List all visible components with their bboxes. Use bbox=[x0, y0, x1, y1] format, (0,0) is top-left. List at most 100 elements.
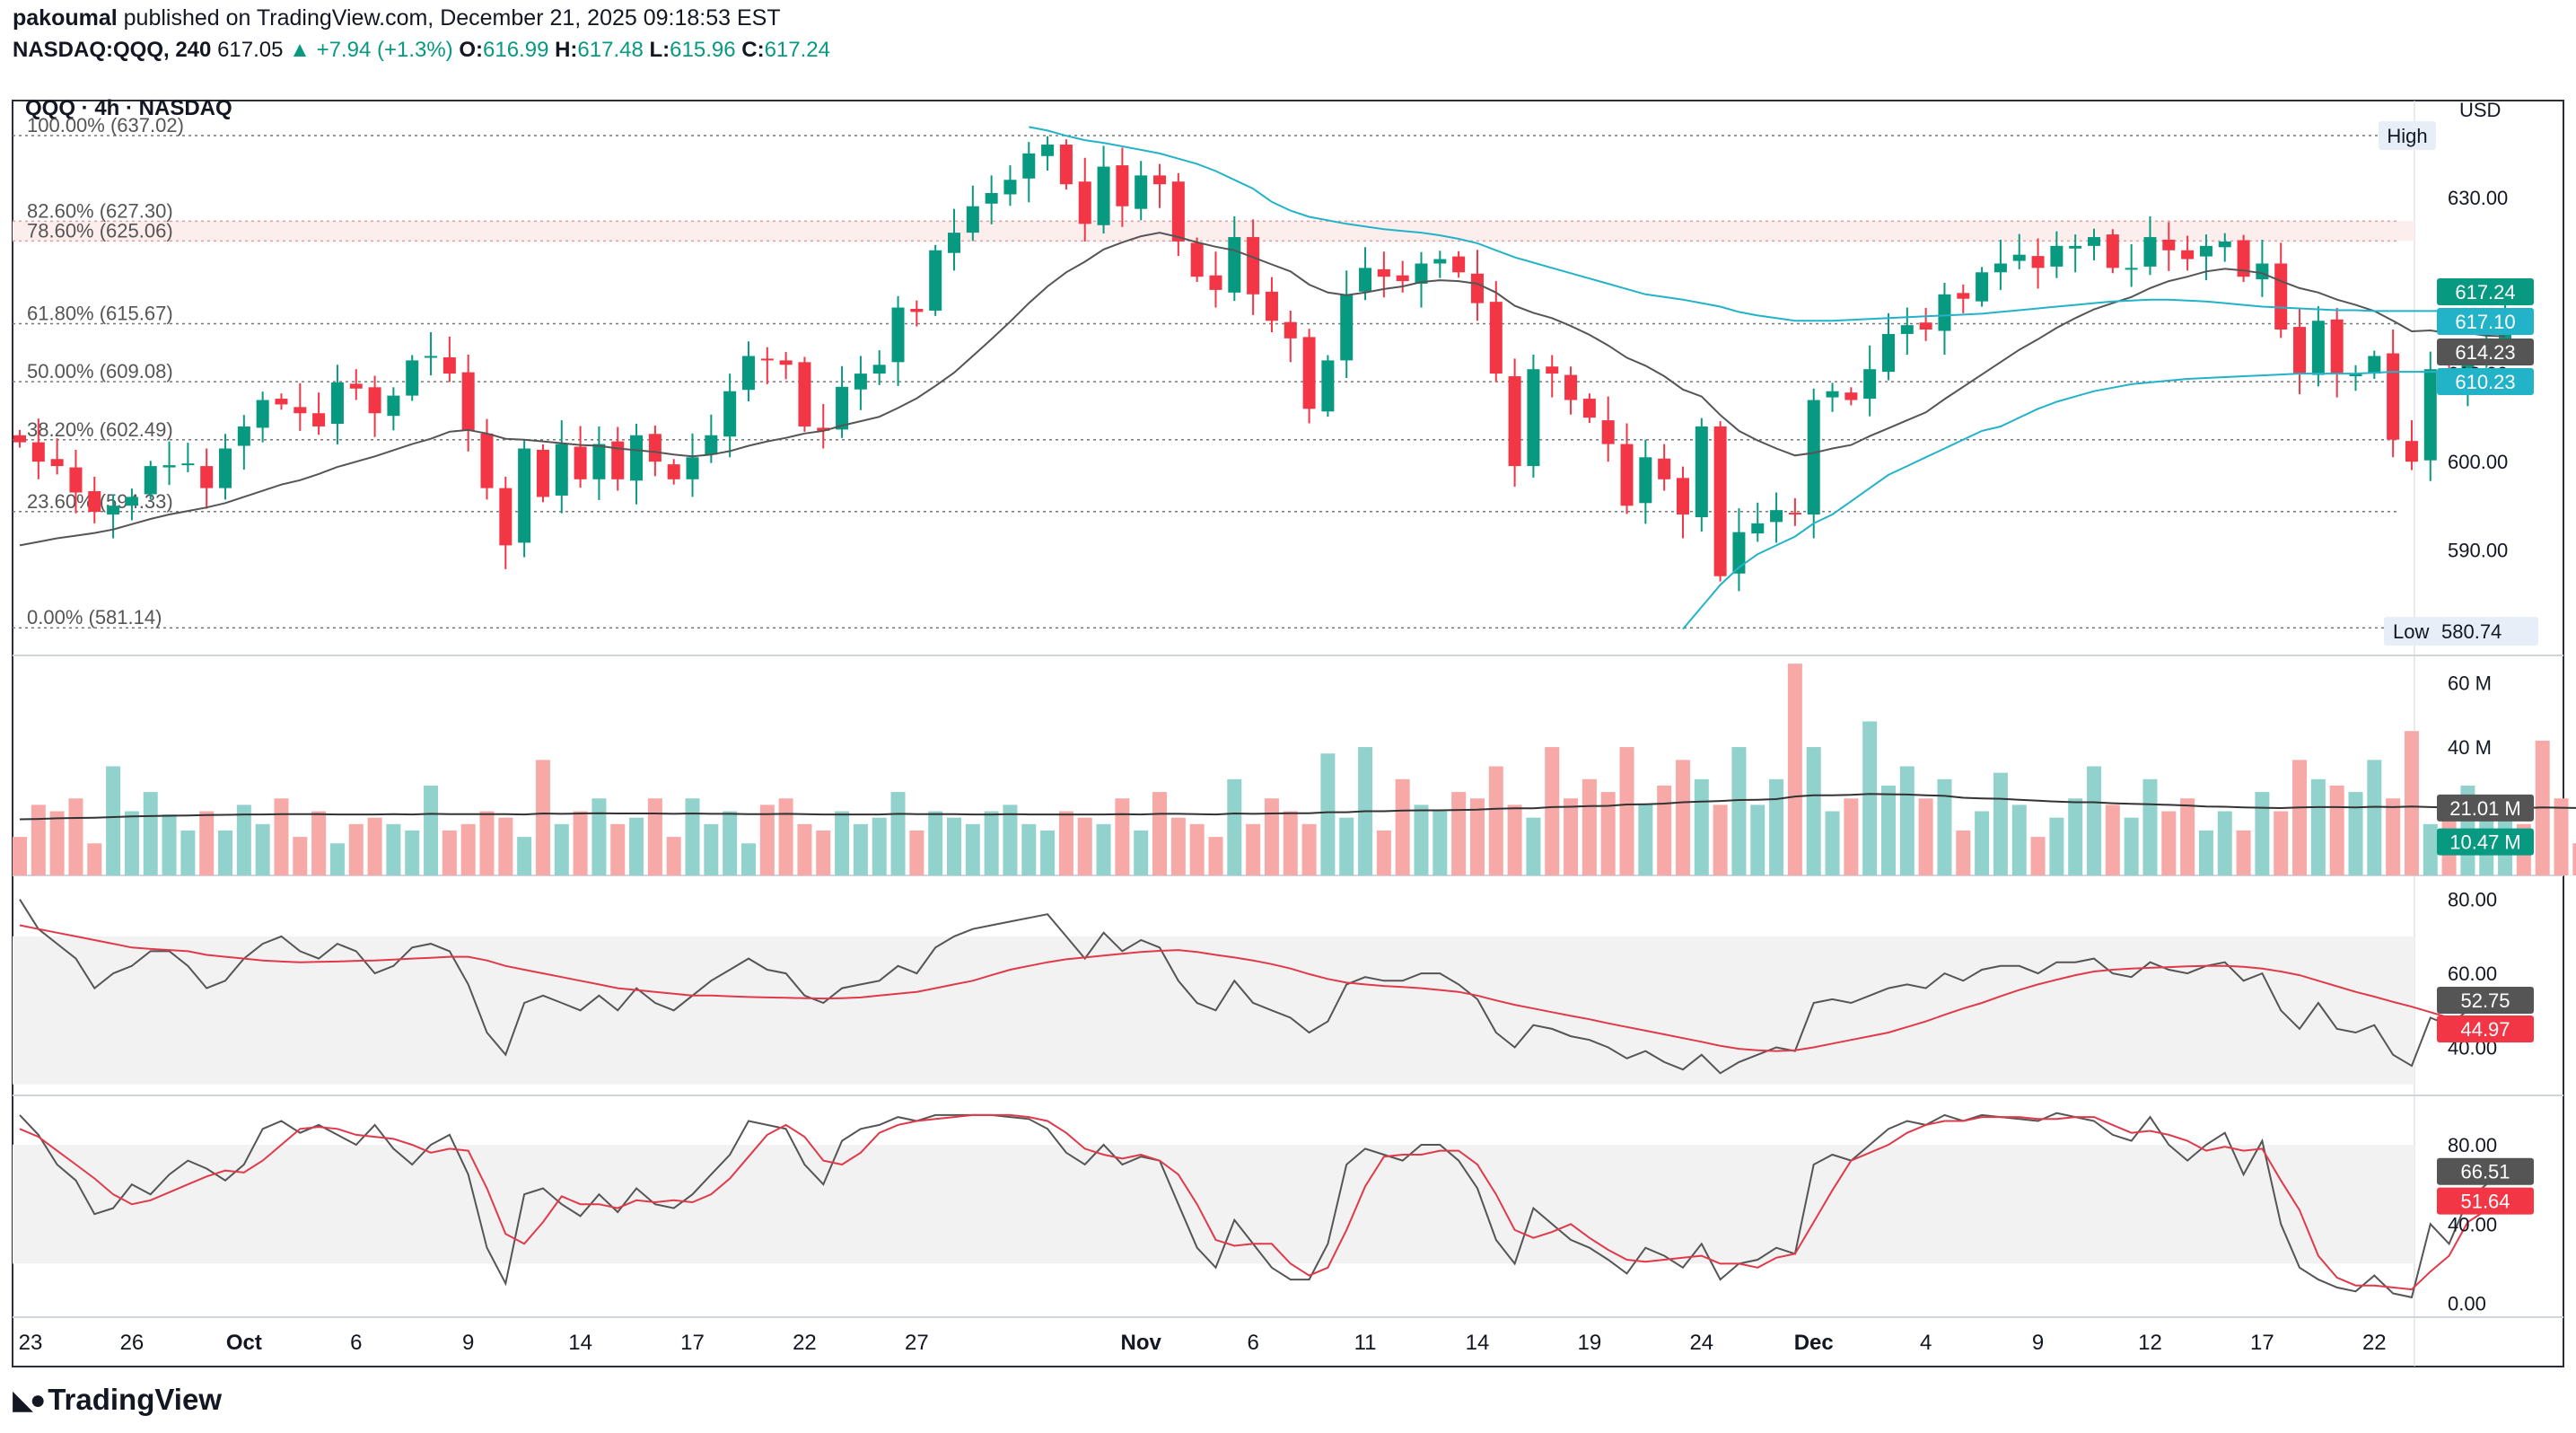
volume-bar[interactable] bbox=[573, 811, 588, 875]
candle-body[interactable] bbox=[611, 441, 625, 479]
candle-body[interactable] bbox=[425, 356, 438, 358]
volume-bar[interactable] bbox=[1003, 804, 1018, 875]
volume-bar[interactable] bbox=[1152, 792, 1168, 875]
candle-body[interactable] bbox=[125, 497, 138, 506]
candle-body[interactable] bbox=[330, 382, 344, 425]
volume-bar[interactable] bbox=[629, 817, 644, 875]
volume-bar[interactable] bbox=[1825, 811, 1840, 875]
candle-body[interactable] bbox=[1713, 426, 1727, 576]
volume-bar[interactable] bbox=[2367, 760, 2382, 875]
candle-body[interactable] bbox=[1265, 291, 1278, 321]
volume-bar[interactable] bbox=[1376, 830, 1391, 875]
candle-body[interactable] bbox=[741, 356, 755, 391]
volume-bar[interactable] bbox=[255, 823, 270, 875]
candle-body[interactable] bbox=[910, 308, 924, 312]
volume-bar[interactable] bbox=[1227, 778, 1242, 875]
volume-bar[interactable] bbox=[2180, 798, 2195, 875]
volume-bar[interactable] bbox=[1619, 747, 1634, 875]
candle-body[interactable] bbox=[2050, 245, 2063, 267]
candle-body[interactable] bbox=[1302, 337, 1316, 409]
volume-bar[interactable] bbox=[2386, 798, 2401, 875]
candle-body[interactable] bbox=[948, 233, 960, 253]
candle-body[interactable] bbox=[200, 466, 214, 488]
volume-bar[interactable] bbox=[498, 817, 513, 875]
candle-body[interactable] bbox=[1582, 399, 1596, 418]
candle-body[interactable] bbox=[817, 427, 830, 431]
volume-bar[interactable] bbox=[1507, 804, 1522, 875]
volume-bar[interactable] bbox=[1787, 664, 1802, 875]
volume-bar[interactable] bbox=[1862, 721, 1878, 875]
candle-body[interactable] bbox=[2088, 237, 2101, 246]
volume-bar[interactable] bbox=[2124, 817, 2139, 875]
volume-bar[interactable] bbox=[535, 760, 550, 875]
volume-bar[interactable] bbox=[1899, 766, 1914, 876]
candle-body[interactable] bbox=[1844, 392, 1858, 400]
candle-body[interactable] bbox=[1751, 523, 1765, 534]
volume-bar[interactable] bbox=[124, 811, 139, 875]
candle-body[interactable] bbox=[1097, 166, 1110, 225]
candle-body[interactable] bbox=[88, 491, 101, 513]
volume-bar[interactable] bbox=[2161, 811, 2177, 875]
volume-bar[interactable] bbox=[610, 823, 626, 875]
candle-body[interactable] bbox=[1564, 374, 1578, 400]
volume-bar[interactable] bbox=[1189, 823, 1205, 875]
volume-bar[interactable] bbox=[2049, 817, 2064, 875]
candle-body[interactable] bbox=[69, 467, 83, 493]
volume-bar[interactable] bbox=[1077, 817, 1092, 875]
volume-bar[interactable] bbox=[1806, 747, 1821, 875]
volume-bar[interactable] bbox=[778, 798, 793, 875]
volume-bar[interactable] bbox=[1096, 823, 1111, 875]
volume-bar[interactable] bbox=[1881, 785, 1896, 875]
volume-bar[interactable] bbox=[1320, 753, 1336, 875]
volume-bar[interactable] bbox=[293, 837, 308, 875]
volume-bar[interactable] bbox=[1058, 811, 1073, 875]
candle-body[interactable] bbox=[2218, 241, 2231, 248]
stochastic-pane[interactable] bbox=[13, 1112, 2506, 1299]
volume-bar[interactable] bbox=[2217, 811, 2232, 875]
candle-body[interactable] bbox=[1284, 321, 1297, 338]
candle-body[interactable] bbox=[181, 463, 195, 466]
volume-bar[interactable] bbox=[2087, 766, 2102, 876]
candle-body[interactable] bbox=[574, 446, 587, 479]
candle-body[interactable] bbox=[2293, 327, 2307, 374]
volume-bar[interactable] bbox=[87, 843, 102, 875]
volume-bar[interactable] bbox=[2329, 785, 2344, 875]
volume-bar[interactable] bbox=[1433, 811, 1448, 875]
candle-body[interactable] bbox=[2387, 353, 2400, 440]
candle-body[interactable] bbox=[872, 365, 886, 374]
candle-body[interactable] bbox=[162, 465, 176, 468]
candle-body[interactable] bbox=[667, 464, 680, 479]
volume-bar[interactable] bbox=[2348, 792, 2363, 875]
volume-bar[interactable] bbox=[740, 843, 756, 875]
volume-bar[interactable] bbox=[591, 798, 607, 875]
candle-body[interactable] bbox=[1116, 165, 1129, 207]
candle-body[interactable] bbox=[1826, 391, 1839, 398]
volume-bar[interactable] bbox=[947, 817, 961, 875]
volume-bar[interactable] bbox=[2198, 830, 2213, 875]
volume-bar[interactable] bbox=[1451, 792, 1467, 875]
rsi-pane[interactable] bbox=[13, 899, 2525, 1085]
candle-body[interactable] bbox=[1041, 145, 1055, 156]
candle-body[interactable] bbox=[705, 435, 718, 455]
candle-body[interactable] bbox=[836, 386, 849, 430]
candle-body[interactable] bbox=[1396, 275, 1409, 282]
volume-bar[interactable] bbox=[386, 823, 401, 875]
volume-bar[interactable] bbox=[274, 798, 289, 875]
candle-body[interactable] bbox=[798, 362, 811, 426]
candle-body[interactable] bbox=[1433, 259, 1447, 264]
volume-bar[interactable] bbox=[1975, 811, 1990, 875]
volume-bar[interactable] bbox=[2255, 792, 2270, 875]
candle-body[interactable] bbox=[686, 457, 699, 479]
candle-body[interactable] bbox=[219, 448, 232, 488]
candle-body[interactable] bbox=[1209, 275, 1222, 290]
volume-bar[interactable] bbox=[1264, 798, 1279, 875]
volume-bar[interactable] bbox=[965, 823, 980, 875]
candle-body[interactable] bbox=[2031, 256, 2045, 268]
candle-body[interactable] bbox=[1489, 302, 1503, 374]
volume-bar[interactable] bbox=[199, 811, 215, 875]
volume-bar[interactable] bbox=[666, 837, 681, 875]
candle-body[interactable] bbox=[1788, 513, 1801, 515]
candle-body[interactable] bbox=[1452, 256, 1466, 273]
